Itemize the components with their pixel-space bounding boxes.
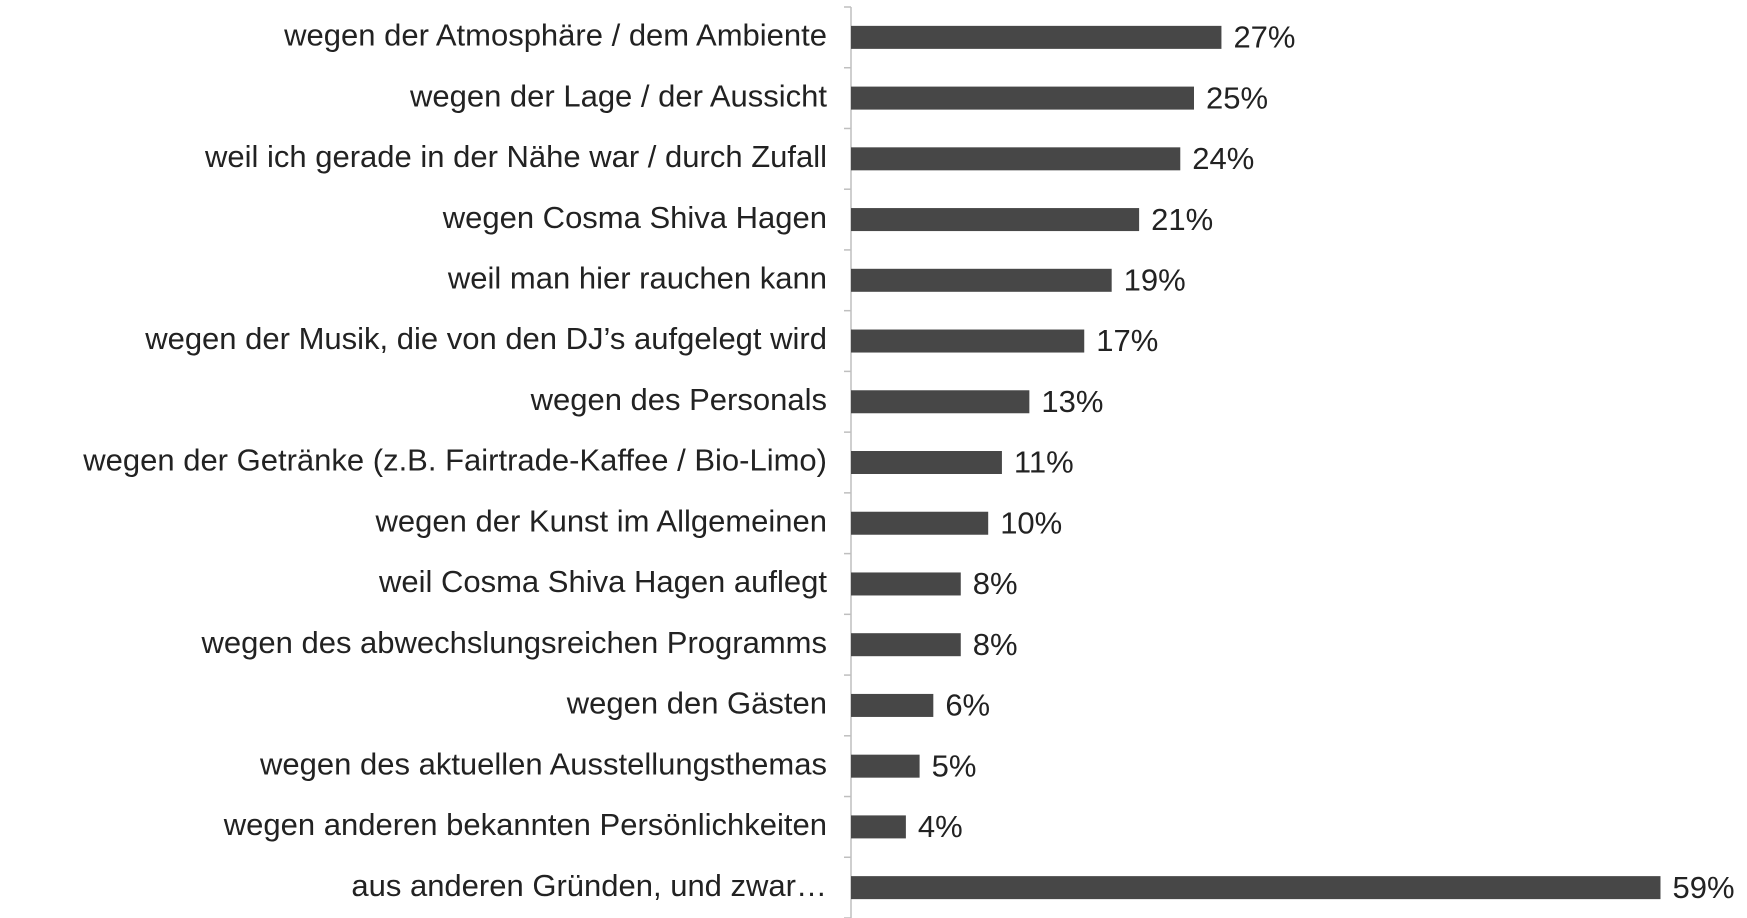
value-label: 11% xyxy=(1014,445,1074,480)
bar xyxy=(851,511,989,535)
bar xyxy=(851,268,1112,292)
value-label: 27% xyxy=(1233,20,1295,55)
bar xyxy=(851,451,1002,474)
value-label: 59% xyxy=(1672,870,1734,905)
bar xyxy=(851,754,920,778)
value-label: 19% xyxy=(1124,262,1186,297)
value-label: 4% xyxy=(918,809,963,844)
bar xyxy=(851,876,1661,900)
category-label: weil man hier rauchen kann xyxy=(447,260,827,295)
value-label: 5% xyxy=(932,748,977,783)
category-label: weil ich gerade in der Nähe war / durch … xyxy=(204,139,827,174)
category-label: wegen der Musik, die von den DJ’s aufgel… xyxy=(144,321,827,356)
bar xyxy=(851,25,1222,49)
bar xyxy=(851,815,906,839)
bar xyxy=(851,572,961,596)
value-label: 6% xyxy=(945,688,990,723)
category-label: aus anderen Gründen, und zwar… xyxy=(351,868,827,903)
category-label: wegen des aktuellen Ausstellungsthemas xyxy=(259,746,827,781)
bar xyxy=(851,208,1140,232)
category-label: wegen des Personals xyxy=(530,382,827,417)
value-label: 17% xyxy=(1096,323,1158,358)
value-label: 25% xyxy=(1206,80,1268,115)
value-label: 13% xyxy=(1041,384,1103,419)
bar xyxy=(851,633,961,657)
bar xyxy=(851,86,1194,110)
value-label: 21% xyxy=(1151,202,1213,237)
value-label: 24% xyxy=(1192,141,1254,176)
category-label: wegen der Kunst im Allgemeinen xyxy=(375,503,827,538)
bar xyxy=(851,693,934,717)
bar xyxy=(851,390,1030,414)
value-label: 8% xyxy=(973,566,1018,601)
category-label: wegen Cosma Shiva Hagen xyxy=(442,200,827,235)
category-label: wegen den Gästen xyxy=(566,686,827,721)
value-label: 8% xyxy=(973,627,1018,662)
category-label: weil Cosma Shiva Hagen auflegt xyxy=(378,564,827,599)
category-label: wegen anderen bekannten Persönlichkeiten xyxy=(223,807,827,842)
category-label: wegen der Atmosphäre / dem Ambiente xyxy=(283,18,827,53)
category-label: wegen des abwechslungsreichen Programms xyxy=(201,625,828,660)
value-label: 10% xyxy=(1000,505,1062,540)
bar xyxy=(851,147,1181,171)
bar xyxy=(851,329,1085,353)
category-label: wegen der Getränke (z.B. Fairtrade-Kaffe… xyxy=(82,443,827,478)
category-label: wegen der Lage / der Aussicht xyxy=(409,78,827,113)
